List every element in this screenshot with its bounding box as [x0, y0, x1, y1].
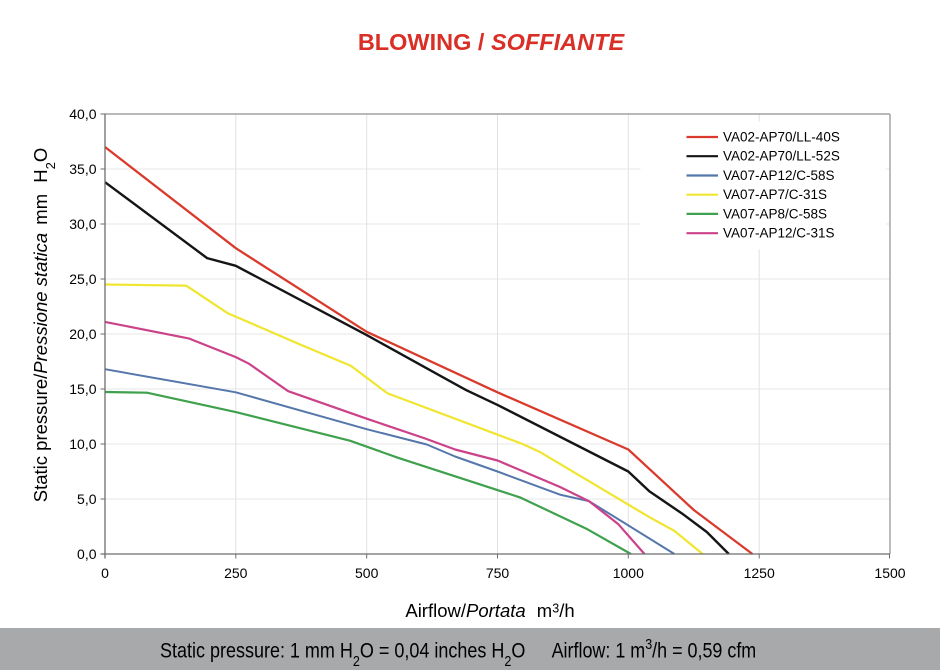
svg-text:250: 250: [224, 565, 248, 581]
svg-text:1500: 1500: [874, 565, 905, 581]
svg-text:1250: 1250: [744, 565, 775, 581]
svg-text:Airflow: 1 m3/h = 0,59 cfm: Airflow: 1 m3/h = 0,59 cfm: [552, 635, 757, 663]
svg-text:BLOWING / SOFFIANTE: BLOWING / SOFFIANTE: [358, 29, 626, 55]
svg-text:25,0: 25,0: [69, 271, 96, 287]
svg-text:5,0: 5,0: [77, 491, 97, 507]
svg-text:750: 750: [486, 565, 510, 581]
svg-text:20,0: 20,0: [69, 326, 96, 342]
svg-text:0: 0: [101, 565, 109, 581]
svg-text:VA07-AP12/C-58S: VA07-AP12/C-58S: [723, 168, 835, 183]
svg-text:1000: 1000: [613, 565, 644, 581]
svg-text:35,0: 35,0: [69, 161, 96, 177]
svg-text:VA02-AP70/LL-52S: VA02-AP70/LL-52S: [723, 149, 840, 164]
svg-text:30,0: 30,0: [69, 216, 96, 232]
svg-text:Airflow/Portata m3/h: Airflow/Portata m3/h: [405, 600, 574, 621]
svg-text:10,0: 10,0: [69, 436, 96, 452]
svg-text:VA07-AP7/C-31S: VA07-AP7/C-31S: [723, 187, 827, 202]
svg-text:VA02-AP70/LL-40S: VA02-AP70/LL-40S: [723, 130, 840, 145]
svg-text:40,0: 40,0: [69, 106, 96, 122]
svg-text:VA07-AP12/C-31S: VA07-AP12/C-31S: [723, 226, 835, 241]
svg-text:15,0: 15,0: [69, 381, 96, 397]
svg-text:0,0: 0,0: [77, 546, 97, 562]
svg-text:500: 500: [355, 565, 379, 581]
svg-text:VA07-AP8/C-58S: VA07-AP8/C-58S: [723, 206, 827, 221]
